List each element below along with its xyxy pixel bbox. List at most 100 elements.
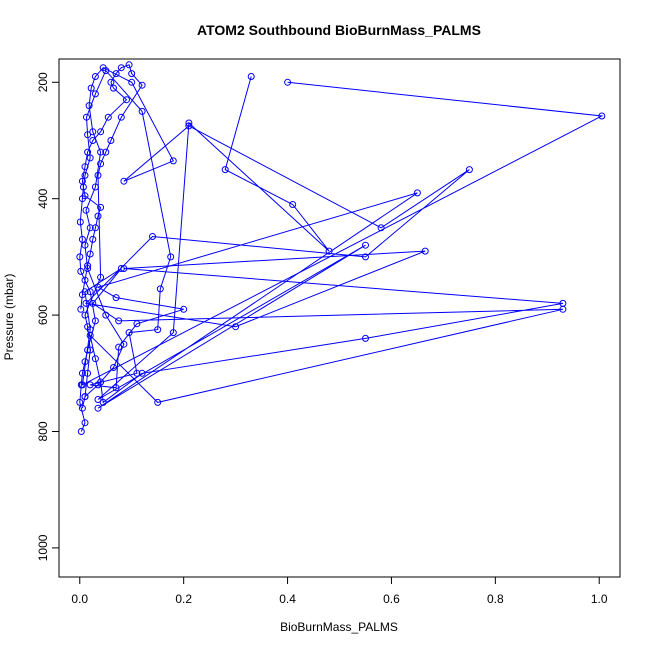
data-point bbox=[86, 250, 94, 258]
data-point bbox=[133, 369, 141, 377]
data-point bbox=[377, 224, 385, 232]
plot-frame bbox=[58, 58, 621, 578]
data-point bbox=[107, 137, 115, 144]
data-point bbox=[156, 285, 164, 293]
data-point bbox=[110, 364, 117, 371]
data-point bbox=[84, 262, 92, 270]
data-point bbox=[86, 346, 94, 354]
data-point bbox=[97, 148, 105, 156]
data-point bbox=[83, 113, 90, 121]
data-point bbox=[81, 192, 89, 200]
x-tick-label: 0.8 bbox=[487, 592, 504, 606]
data-point bbox=[169, 329, 177, 337]
series-line-2 bbox=[81, 67, 604, 409]
data-point bbox=[284, 78, 292, 86]
data-point bbox=[128, 78, 136, 86]
x-axis: 0.0 0.2 0.4 0.6 0.8 1.0 bbox=[71, 576, 608, 606]
data-point bbox=[77, 267, 85, 275]
data-point bbox=[94, 404, 102, 412]
y-tick-label: 1000 bbox=[36, 534, 50, 561]
data-point bbox=[78, 381, 86, 389]
data-point bbox=[221, 166, 229, 174]
data-point bbox=[138, 369, 146, 377]
data-point bbox=[89, 137, 97, 144]
data-point bbox=[104, 113, 112, 121]
x-axis-label: BioBurnMass_PALMS bbox=[280, 620, 398, 634]
data-point bbox=[91, 90, 99, 98]
data-point bbox=[81, 276, 89, 284]
series-line-1 bbox=[79, 69, 418, 432]
data-point bbox=[91, 317, 99, 325]
y-tick-label: 800 bbox=[36, 421, 50, 441]
data-point bbox=[232, 323, 240, 331]
chart-title: ATOM2 Southbound BioBurnMass_PALMS bbox=[197, 22, 481, 38]
data-point bbox=[465, 166, 473, 174]
y-axis: 200 400 600 800 1000 bbox=[36, 72, 60, 561]
data-point bbox=[91, 73, 99, 80]
data-point bbox=[89, 235, 97, 243]
data-point bbox=[169, 157, 177, 165]
x-tick-label: 1.0 bbox=[591, 592, 608, 606]
data-point bbox=[82, 299, 90, 307]
data-point bbox=[362, 241, 369, 249]
data-point bbox=[115, 343, 123, 351]
data-point bbox=[86, 381, 94, 389]
data-point bbox=[110, 84, 117, 92]
data-point bbox=[598, 112, 606, 120]
data-point bbox=[128, 70, 136, 78]
x-tick-label: 0.4 bbox=[279, 592, 296, 606]
data-point bbox=[123, 96, 130, 104]
series-line-3 bbox=[80, 64, 143, 397]
data-point bbox=[120, 177, 128, 185]
data-point bbox=[99, 398, 107, 406]
data-point bbox=[94, 171, 102, 179]
data-point bbox=[84, 369, 92, 377]
data-point bbox=[78, 369, 86, 377]
data-point bbox=[77, 428, 85, 435]
data-point bbox=[81, 163, 89, 171]
data-point bbox=[421, 247, 429, 255]
data-point bbox=[91, 355, 99, 363]
data-point bbox=[97, 128, 105, 136]
data-point bbox=[180, 305, 188, 313]
data-point bbox=[120, 265, 128, 272]
data-point bbox=[325, 247, 333, 255]
data-point bbox=[185, 122, 193, 130]
data-point bbox=[154, 326, 162, 334]
data-point bbox=[97, 203, 105, 211]
data-point bbox=[102, 311, 110, 319]
data-point bbox=[138, 107, 146, 115]
y-tick-label: 200 bbox=[36, 72, 50, 92]
data-point bbox=[91, 224, 99, 232]
y-tick-label: 600 bbox=[36, 305, 50, 325]
data-point bbox=[112, 70, 120, 78]
y-axis-label: Pressure (mbar) bbox=[2, 274, 16, 361]
data-point bbox=[78, 404, 86, 412]
data-point bbox=[125, 329, 133, 337]
y-tick-label: 400 bbox=[36, 188, 50, 208]
data-point bbox=[154, 398, 162, 406]
data-point bbox=[82, 206, 90, 214]
data-point bbox=[85, 102, 93, 110]
data-point bbox=[76, 253, 84, 261]
data-point bbox=[84, 323, 92, 331]
data-point bbox=[78, 177, 86, 185]
data-point bbox=[167, 253, 175, 261]
data-point bbox=[84, 131, 92, 139]
data-point bbox=[125, 61, 133, 69]
data-point bbox=[78, 235, 86, 243]
x-tick-label: 0.0 bbox=[71, 592, 88, 606]
data-point bbox=[289, 201, 297, 208]
data-point bbox=[86, 224, 94, 232]
data-point bbox=[76, 398, 84, 406]
data-point bbox=[138, 81, 146, 89]
data-point bbox=[112, 384, 120, 392]
x-tick-label: 0.2 bbox=[175, 592, 192, 606]
data-point bbox=[89, 128, 97, 136]
data-point bbox=[97, 160, 105, 168]
data-point bbox=[94, 396, 102, 403]
data-point bbox=[107, 78, 115, 86]
data-point bbox=[81, 311, 89, 319]
data-point bbox=[115, 317, 123, 325]
